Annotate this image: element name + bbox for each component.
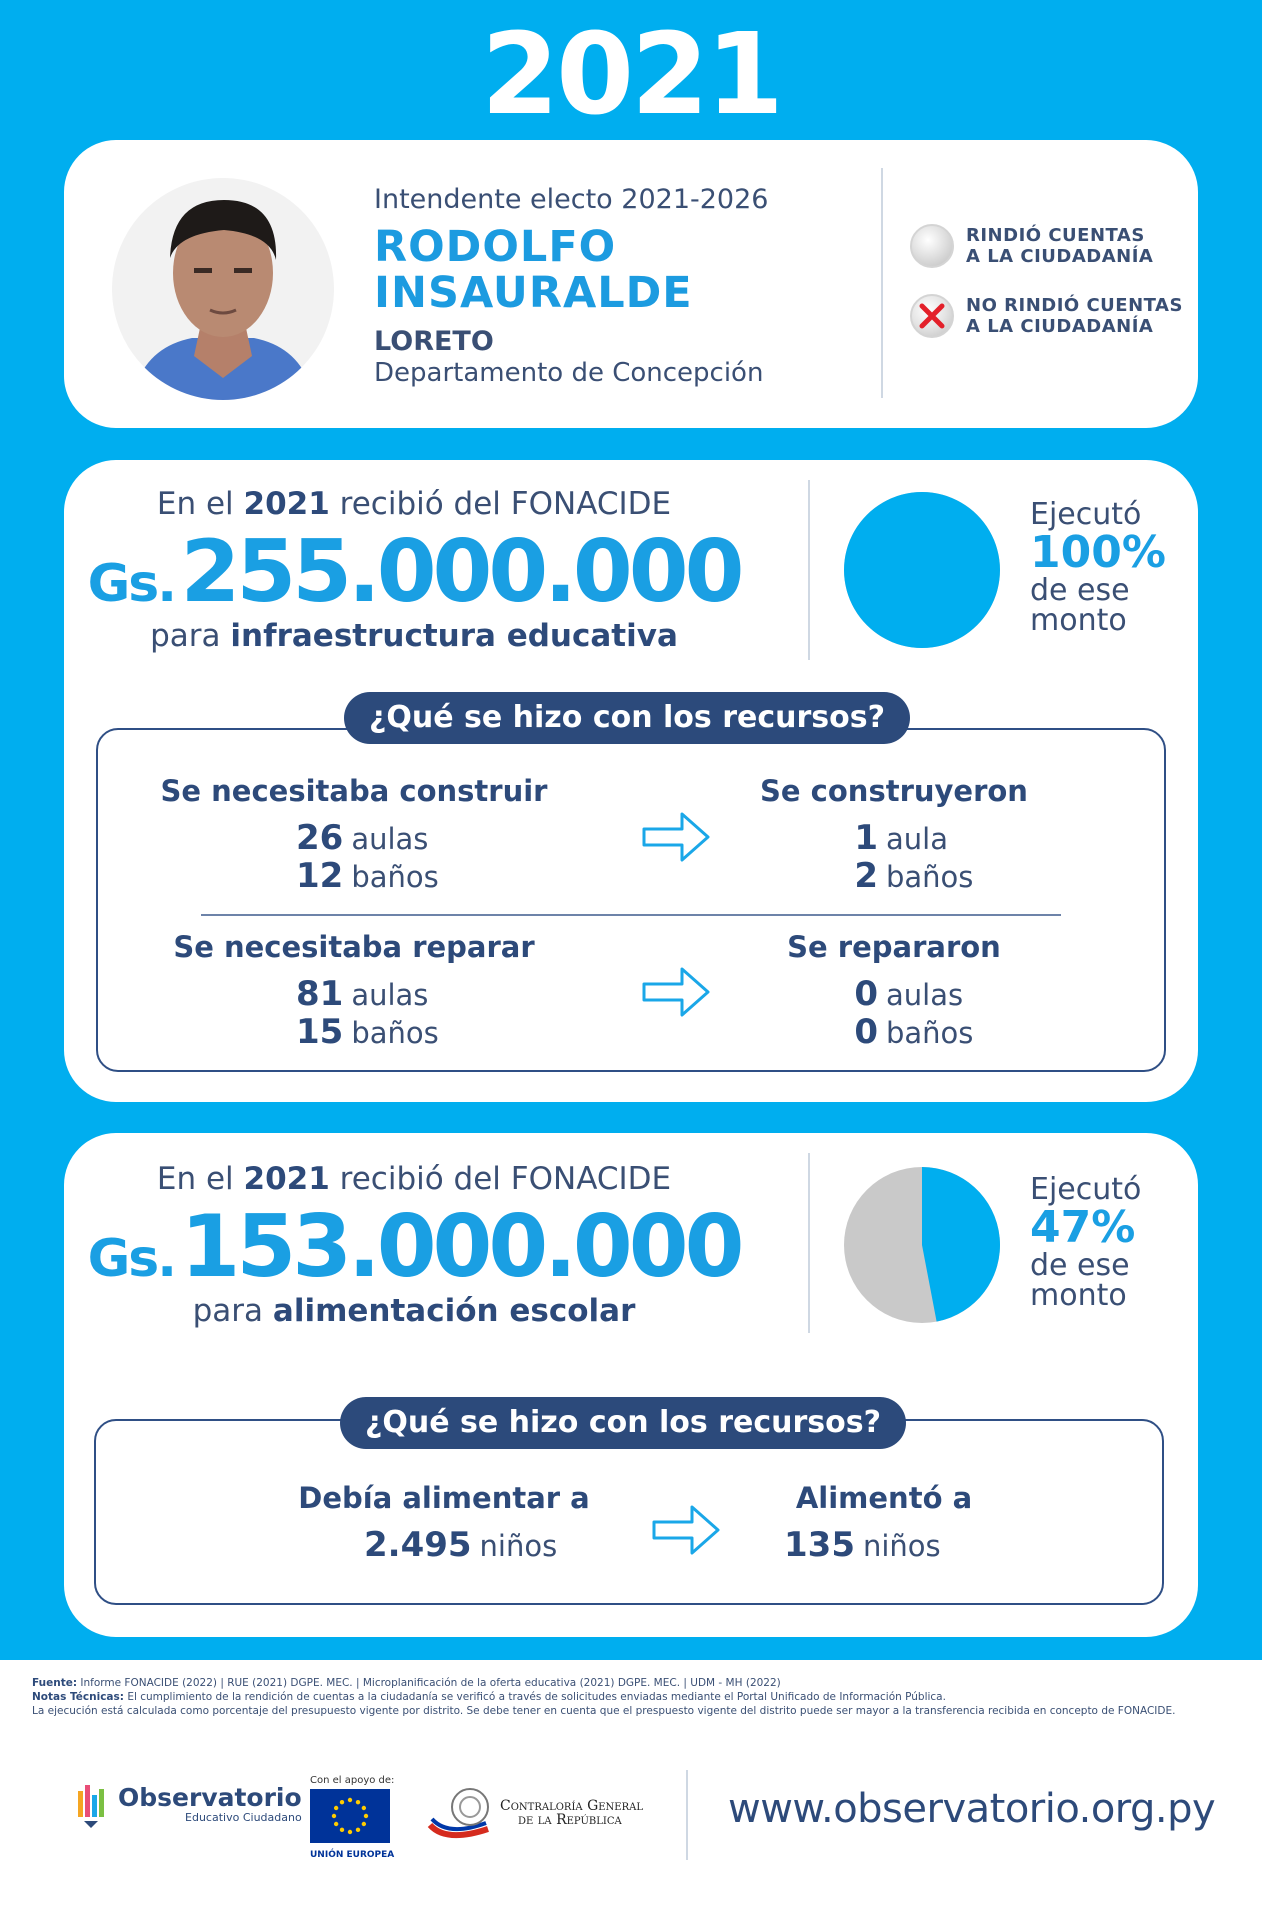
legend-rendered: RINDIÓ CUENTAS A LA CIUDADANÍA [910, 224, 1153, 268]
built-list: 1 aula 2 baños [854, 818, 974, 896]
needed-repair-list: 81 aulas 15 baños [296, 974, 439, 1052]
eu-star [333, 1805, 339, 1811]
infra-execution-pie [843, 492, 1000, 648]
legend-not-rendered-line1: NO RINDIÓ CUENTAS [966, 295, 1183, 316]
eu-star [361, 1821, 367, 1827]
infra-divider [808, 480, 810, 660]
name-line-1: RODOLFO [374, 222, 617, 272]
food-received-line: En el 2021 recibió del FONACIDE [156, 1161, 672, 1197]
food-pie-executed-slice [922, 1167, 1000, 1322]
eu-star [339, 1827, 345, 1833]
built-title: Se construyeron [760, 774, 1028, 808]
contraloria-logo: Contraloría General de la República [426, 1785, 643, 1841]
bar-chart-icon [78, 1785, 104, 1828]
eu-star [361, 1805, 367, 1811]
infrastructure-card: En el 2021 recibió del FONACIDE Gs. 255.… [64, 460, 1198, 1102]
eu-star [347, 1797, 353, 1803]
legend-not-rendered: NO RINDIÓ CUENTAS A LA CIUDADANÍA [910, 294, 1183, 338]
food-divider [808, 1153, 810, 1333]
should-feed-value: 2.495 niños [364, 1525, 558, 1565]
arrow-right-icon [642, 967, 710, 1017]
needed-repair-title: Se necesitaba reparar [173, 930, 535, 964]
portrait-photo [112, 178, 334, 400]
infra-section-title: ¿Qué se hizo con los recursos? [344, 692, 910, 744]
city-name: LORETO [374, 326, 494, 357]
department-name: Departamento de Concepción [374, 358, 764, 388]
fed-title: Alimentó a [795, 1481, 973, 1515]
website-link[interactable]: www.observatorio.org.py [728, 1786, 1216, 1832]
arrow-right-icon [652, 1505, 720, 1555]
food-section-title: ¿Qué se hizo con los recursos? [340, 1397, 906, 1449]
profile-divider [881, 168, 883, 398]
repaired-list: 0 aulas 0 baños [854, 974, 974, 1052]
eu-star [331, 1813, 337, 1819]
food-executed-percent: 47% [1030, 1202, 1136, 1253]
infra-received-line: En el 2021 recibió del FONACIDE [156, 486, 672, 522]
gray-circle-icon [910, 224, 954, 268]
infra-executed-text: Ejecutó 100% de ese monto [1030, 500, 1180, 636]
should-feed-title: Debía alimentar a [298, 1481, 590, 1515]
infra-purpose-line: para infraestructura educativa [150, 618, 678, 654]
year-title: 2021 [481, 10, 784, 140]
food-purpose-line: para alimentación escolar [192, 1293, 636, 1329]
eu-flag-icon [310, 1789, 390, 1843]
arrow-right-icon [642, 812, 710, 862]
needed-build-list: 26 aulas 12 baños [296, 818, 439, 896]
food-execution-pie [844, 1167, 1000, 1323]
role-label: Intendente electo 2021-2026 [374, 184, 769, 215]
eu-star [339, 1799, 345, 1805]
infra-pie-executed-slice [843, 492, 1000, 648]
footnotes: Fuente: Informe FONACIDE (2022) | RUE (2… [32, 1677, 1176, 1717]
observatorio-logo: Observatorio Educativo Ciudadano [78, 1785, 302, 1829]
needed-build-title: Se necesitaba construir [160, 774, 548, 808]
legend-rendered-line2: A LA CIUDADANÍA [966, 246, 1154, 267]
name-line-2: INSAURALDE [374, 268, 693, 318]
contraloria-seal-icon [427, 1788, 489, 1839]
food-card: En el 2021 recibió del FONACIDE Gs. 153.… [64, 1133, 1198, 1637]
legend-rendered-line1: RINDIÓ CUENTAS [966, 225, 1145, 246]
mayor-name: RODOLFO INSAURALDE [374, 224, 693, 316]
footer-divider [686, 1770, 688, 1860]
eu-star [355, 1799, 361, 1805]
profile-card: Intendente electo 2021-2026 RODOLFO INSA… [64, 140, 1198, 428]
eu-star [333, 1821, 339, 1827]
eu-star [347, 1829, 353, 1835]
results-divider [201, 914, 1061, 916]
infra-executed-percent: 100% [1030, 527, 1166, 578]
food-amount: Gs. 153.000.000 [87, 1197, 745, 1297]
legend-not-rendered-line2: A LA CIUDADANÍA [966, 316, 1154, 337]
eu-logo: Con el apoyo de: UNIÓN EUROPEA [310, 1775, 395, 1860]
food-executed-text: Ejecutó 47% de ese monto [1030, 1175, 1180, 1311]
repaired-title: Se repararon [787, 930, 1001, 964]
fed-value: 135 niños [784, 1525, 941, 1565]
red-x-icon [910, 294, 954, 338]
eu-star [363, 1813, 369, 1819]
infra-amount: Gs. 255.000.000 [87, 522, 745, 622]
eu-star [355, 1827, 361, 1833]
